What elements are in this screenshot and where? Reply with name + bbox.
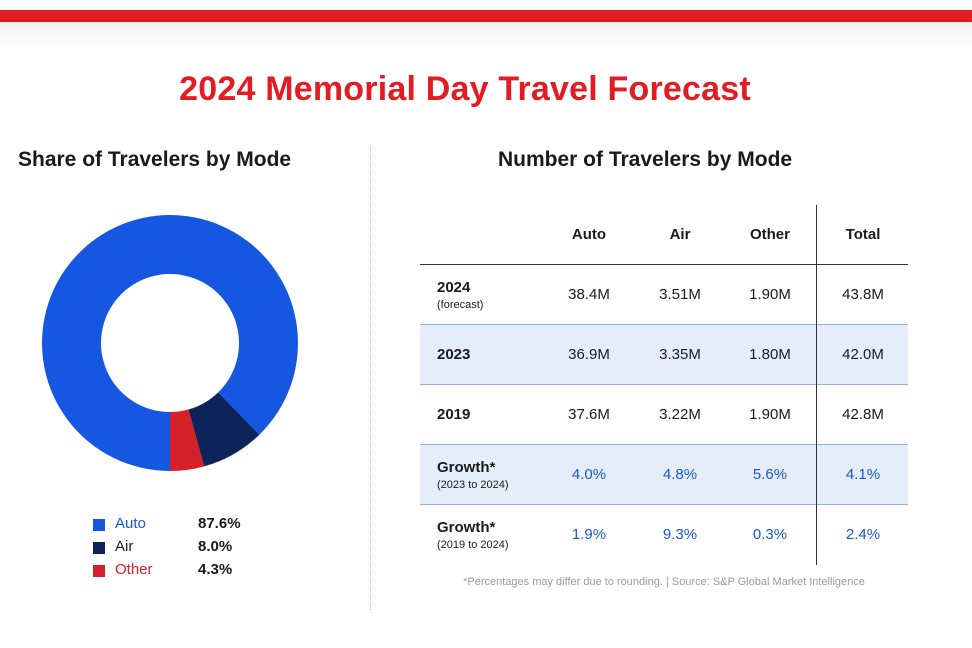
row-label: Growth* (2023 to 2024) [420,445,540,504]
row-label-main: 2023 [437,346,471,363]
legend-swatch [93,542,105,554]
table-cell-auto: 38.4M [568,286,610,303]
share-chart-title: Share of Travelers by Mode [18,148,292,171]
legend-value: 4.3% [198,561,233,578]
table-cell-other: 0.3% [752,526,788,543]
table-cell-auto: 37.6M [568,406,610,423]
table-cell-auto: 4.0% [571,466,607,483]
table-row: Growth* (2023 to 2024) 4.0% 4.8% 5.6% 4.1% [420,445,908,505]
table-row: Growth* (2019 to 2024) 1.9% 9.3% 0.3% 2.4% [420,505,908,564]
header-blank [420,205,540,264]
table-cell-total: 4.1% [845,466,881,483]
table-cell-other: 1.80M [749,346,791,363]
table-cell-air: 9.3% [662,526,698,543]
row-label-main: Growth* [437,458,496,476]
header-total: Total [845,226,881,243]
row-label: 2024 (forecast) [420,265,540,324]
row-label-main: Growth* [437,518,496,536]
legend-value: 8.0% [198,538,233,555]
table-cell-total: 43.8M [842,286,884,303]
footnote: *Percentages may differ due to rounding.… [463,576,865,588]
donut-slice-other [170,409,205,471]
table-row: 2019 37.6M 3.22M 1.90M 42.8M [420,385,908,445]
row-label-sub: (forecast) [437,298,484,311]
table-cell-auto: 1.9% [571,526,607,543]
donut-slice-air [188,392,260,467]
table-cell-other: 1.90M [749,286,791,303]
row-label: 2019 [420,385,540,444]
table-cell-air: 3.35M [659,346,701,363]
table-cell-air: 3.51M [659,286,701,303]
legend-label: Other [115,561,153,578]
header-air: Air [669,226,691,243]
table-cell-total: 42.8M [842,406,884,423]
table-cell-auto: 36.9M [568,346,610,363]
table-row: 2023 36.9M 3.35M 1.80M 42.0M [420,325,908,385]
row-label: Growth* (2019 to 2024) [420,505,540,564]
section-divider [370,145,371,610]
legend-label: Air [115,538,134,555]
header-auto: Auto [571,226,607,243]
legend-swatch [93,519,105,531]
table-cell-air: 4.8% [662,466,698,483]
top-accent-bar [0,10,972,22]
top-shadow [0,22,972,50]
row-label-main: 2024 [437,278,471,296]
table-cell-total: 2.4% [845,526,881,543]
travelers-table: Auto Air Other Total 2024 (forecast) 38.4M 3.5… [420,205,908,564]
row-label: 2023 [420,325,540,384]
donut-chart [41,215,298,471]
legend-swatch [93,565,105,577]
legend-value: 87.6% [198,515,241,532]
header-other: Other [749,226,790,243]
row-label-sub: (2023 to 2024) [437,478,509,491]
table-cell-total: 42.0M [842,346,884,363]
row-label-main: 2019 [437,406,471,423]
legend-label: Auto [115,515,146,532]
donut-slice-auto [41,215,298,471]
table-header-row: Auto Air Other Total [420,205,908,265]
total-column-divider [816,205,817,565]
table-cell-air: 3.22M [659,406,701,423]
row-label-sub: (2019 to 2024) [437,538,509,551]
table-cell-other: 1.90M [749,406,791,423]
number-table-title: Number of Travelers by Mode [498,148,793,171]
table-row: 2024 (forecast) 38.4M 3.51M 1.90M 43.8M [420,265,908,325]
page-title: 2024 Memorial Day Travel Forecast [179,70,751,108]
table-cell-other: 5.6% [752,466,788,483]
